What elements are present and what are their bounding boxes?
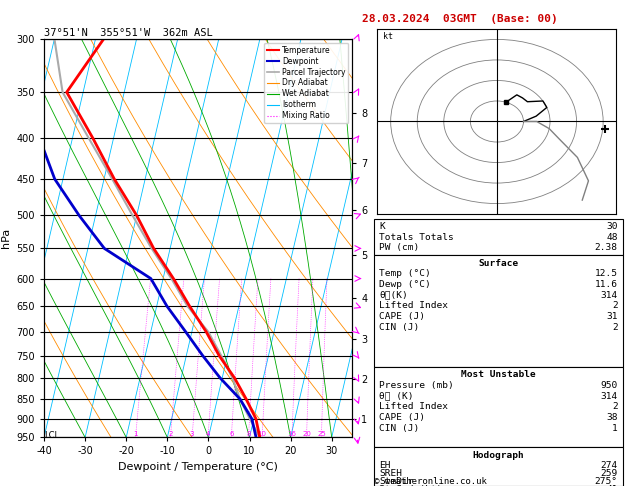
Text: 4: 4 <box>206 432 210 437</box>
Text: 30: 30 <box>606 222 618 231</box>
Text: Lifted Index: Lifted Index <box>379 301 448 311</box>
Text: 28.03.2024  03GMT  (Base: 00): 28.03.2024 03GMT (Base: 00) <box>362 14 557 24</box>
Text: 1: 1 <box>612 424 618 433</box>
Text: 11.6: 11.6 <box>594 280 618 289</box>
Text: CAPE (J): CAPE (J) <box>379 413 425 422</box>
Text: Most Unstable: Most Unstable <box>461 370 536 380</box>
Text: 2: 2 <box>612 323 618 332</box>
Text: 1: 1 <box>133 432 138 437</box>
Text: StmDir: StmDir <box>379 477 414 486</box>
Text: 259: 259 <box>601 469 618 478</box>
Text: 48: 48 <box>606 233 618 242</box>
Text: CAPE (J): CAPE (J) <box>379 312 425 321</box>
Text: Totals Totals: Totals Totals <box>379 233 454 242</box>
Text: SREH: SREH <box>379 469 403 478</box>
Text: 12.5: 12.5 <box>594 269 618 278</box>
Text: Pressure (mb): Pressure (mb) <box>379 381 454 390</box>
Text: © weatheronline.co.uk: © weatheronline.co.uk <box>374 477 487 486</box>
Text: 8: 8 <box>246 432 251 437</box>
Text: EH: EH <box>379 461 391 470</box>
Text: 41: 41 <box>606 485 618 486</box>
Text: kt: kt <box>382 33 392 41</box>
Y-axis label: hPa: hPa <box>1 228 11 248</box>
Y-axis label: km
ASL: km ASL <box>384 238 402 260</box>
Text: CIN (J): CIN (J) <box>379 424 420 433</box>
Text: 314: 314 <box>601 291 618 300</box>
Text: 38: 38 <box>606 413 618 422</box>
Text: 25: 25 <box>317 432 326 437</box>
Text: 31: 31 <box>606 312 618 321</box>
Text: 2: 2 <box>612 402 618 412</box>
Text: 16: 16 <box>287 432 296 437</box>
Text: 275°: 275° <box>594 477 618 486</box>
Text: θᴄ(K): θᴄ(K) <box>379 291 408 300</box>
Text: 6: 6 <box>229 432 233 437</box>
Text: Dewp (°C): Dewp (°C) <box>379 280 431 289</box>
Text: CIN (J): CIN (J) <box>379 323 420 332</box>
Text: 20: 20 <box>302 432 311 437</box>
Legend: Temperature, Dewpoint, Parcel Trajectory, Dry Adiabat, Wet Adiabat, Isotherm, Mi: Temperature, Dewpoint, Parcel Trajectory… <box>264 43 348 123</box>
Text: 2: 2 <box>612 301 618 311</box>
Text: LCL: LCL <box>44 431 59 440</box>
Text: 274: 274 <box>601 461 618 470</box>
Text: 314: 314 <box>601 392 618 401</box>
Text: 2: 2 <box>169 432 172 437</box>
Text: 37°51'N  355°51'W  362m ASL: 37°51'N 355°51'W 362m ASL <box>44 28 213 38</box>
Text: θᴄ (K): θᴄ (K) <box>379 392 414 401</box>
Text: 950: 950 <box>601 381 618 390</box>
Text: StmSpd (kt): StmSpd (kt) <box>379 485 443 486</box>
Text: Temp (°C): Temp (°C) <box>379 269 431 278</box>
Text: 3: 3 <box>190 432 194 437</box>
Text: K: K <box>379 222 385 231</box>
Text: Hodograph: Hodograph <box>472 451 525 460</box>
Text: 10: 10 <box>258 432 267 437</box>
Text: Lifted Index: Lifted Index <box>379 402 448 412</box>
X-axis label: Dewpoint / Temperature (°C): Dewpoint / Temperature (°C) <box>118 462 278 472</box>
Text: Surface: Surface <box>479 259 518 268</box>
Text: 2.38: 2.38 <box>594 243 618 253</box>
Text: PW (cm): PW (cm) <box>379 243 420 253</box>
